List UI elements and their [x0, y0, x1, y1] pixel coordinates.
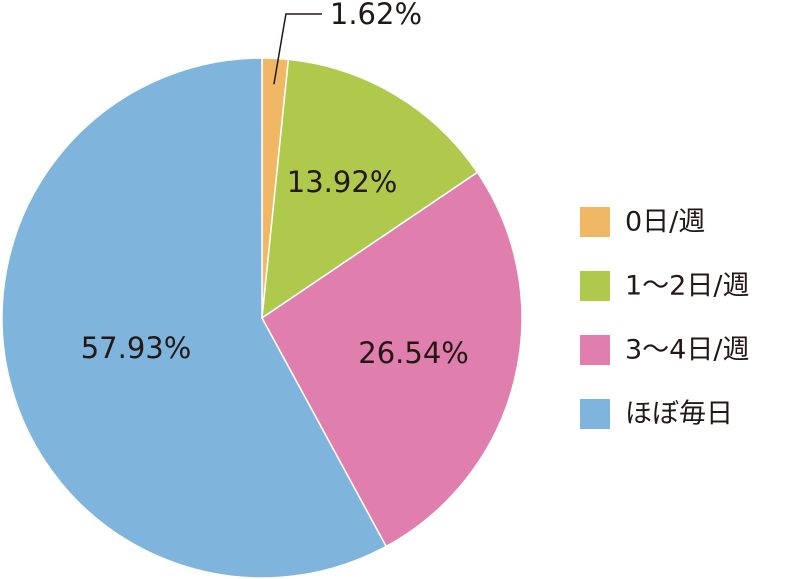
- legend-label: 0日/週: [625, 207, 705, 238]
- legend-swatch: [580, 399, 610, 429]
- legend-swatch: [580, 207, 610, 237]
- pie-slice: [261, 171, 523, 548]
- value-label: 13.92%: [287, 165, 398, 199]
- value-label: 1.62%: [330, 0, 422, 31]
- pie-slice: [261, 58, 479, 320]
- legend-label: ほぼ毎日: [625, 399, 733, 430]
- legend-swatch: [580, 271, 610, 301]
- value-label: 26.54%: [358, 336, 469, 370]
- legend-swatch: [580, 335, 610, 365]
- pie-slice: [1, 57, 388, 579]
- legend-label: 1～2日/週: [625, 271, 749, 302]
- legend-label: 3～4日/週: [625, 335, 749, 366]
- leader-line: [273, 13, 322, 85]
- value-label: 57.93%: [81, 331, 192, 365]
